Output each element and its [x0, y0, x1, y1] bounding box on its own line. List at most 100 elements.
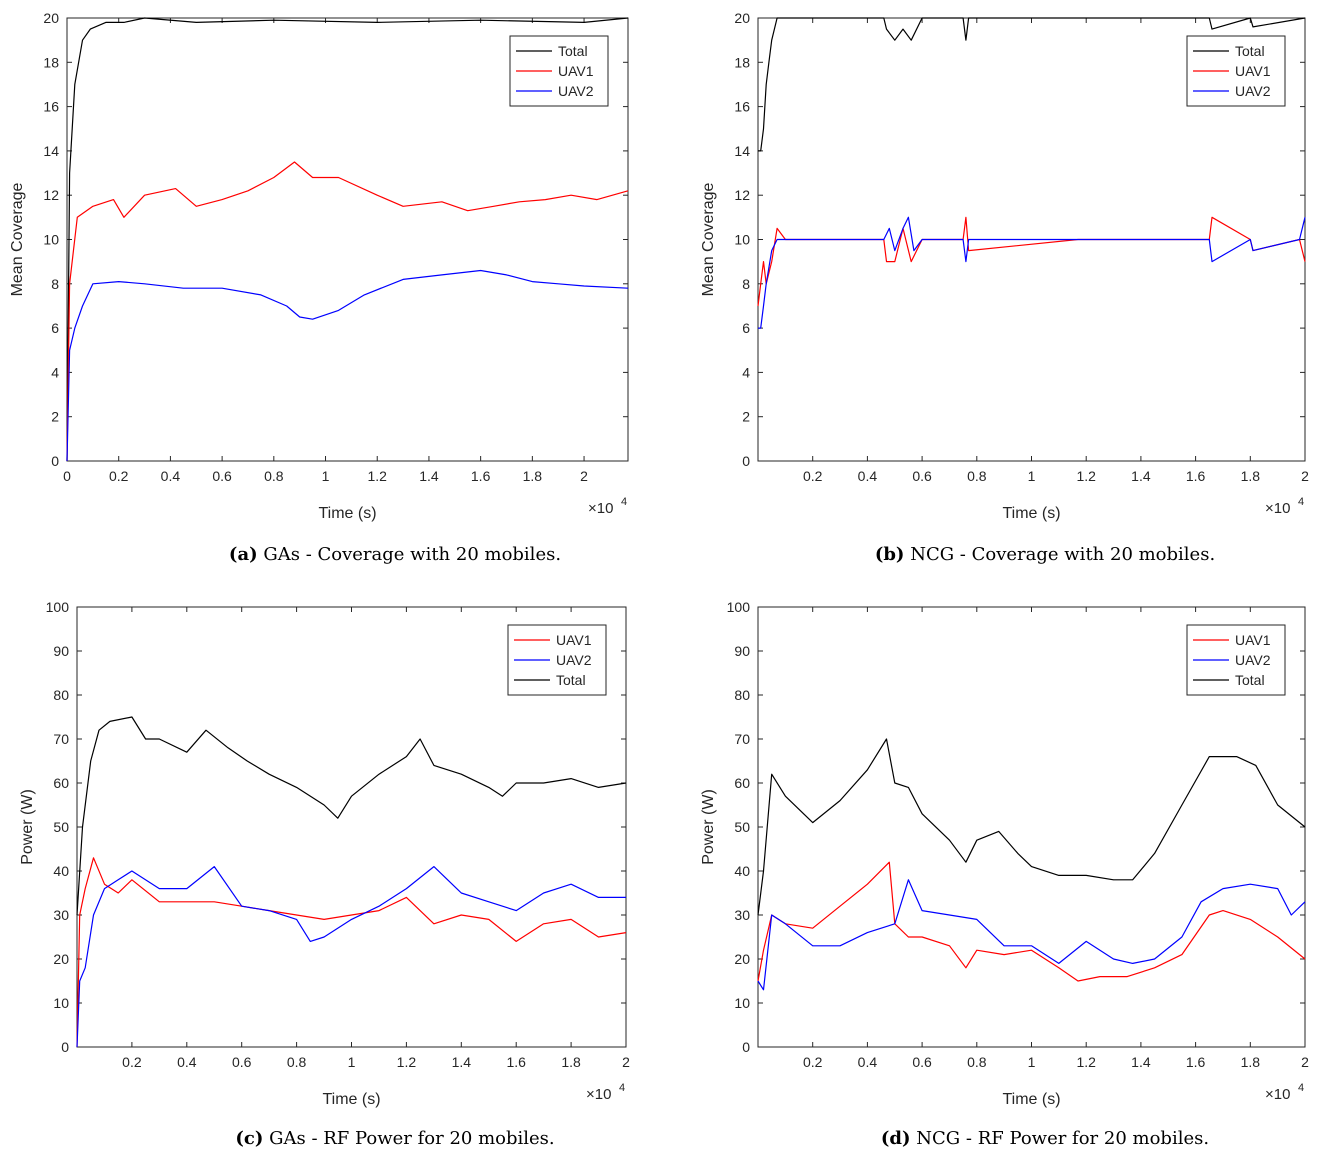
series-line-total: [76, 716, 627, 916]
x-tick-label: 1.6: [1186, 468, 1206, 484]
x-tick-label: 1.6: [506, 1054, 526, 1070]
x-tick-label: 1.4: [1131, 468, 1151, 484]
y-axis-label: Power (W): [19, 789, 36, 865]
y-tick-label: 18: [734, 54, 750, 70]
series-line-total: [757, 738, 1306, 916]
y-tick-label: 70: [734, 731, 750, 747]
y-tick-label: 60: [734, 775, 750, 791]
chart-b: 0.2 0.4 0.6 0.8 1 1.2 1.4 1.6 1.8 202468101214161…: [700, 10, 1309, 522]
x-tick-label: 2: [1301, 1054, 1309, 1070]
x-tick-label: 0.6: [212, 468, 232, 484]
x-tick-label: 1.2: [367, 468, 387, 484]
legend-label: UAV2: [558, 83, 594, 99]
legend-label: UAV1: [1235, 63, 1271, 79]
y-tick-label: 14: [43, 143, 59, 159]
x-tick-label: 0.2: [122, 1054, 142, 1070]
x-tick-label: 0.6: [912, 468, 932, 484]
y-tick-label: 70: [53, 731, 69, 747]
legend-label: UAV1: [1235, 632, 1271, 648]
series-line-uav1: [66, 161, 629, 462]
x-exponent-power: 4: [619, 1082, 625, 1094]
y-tick-label: 2: [51, 409, 59, 425]
legend-label: Total: [1235, 672, 1265, 688]
y-tick-label: 30: [734, 907, 750, 923]
legend-label: UAV2: [1235, 652, 1271, 668]
legend: Total UAV1 UAV2: [509, 35, 609, 107]
series-line-total: [66, 17, 629, 462]
y-tick-label: 30: [53, 907, 69, 923]
x-exponent-power: 4: [1298, 1082, 1304, 1094]
caption-a: (a) GAs - Coverage with 20 mobiles.: [228, 544, 562, 565]
y-axis-label: Mean Coverage: [9, 182, 26, 296]
y-axis-label: Mean Coverage: [700, 182, 717, 296]
legend-label: Total: [558, 43, 588, 59]
x-tick-label: 0.2: [803, 1054, 823, 1070]
x-tick-label: 0.2: [803, 468, 823, 484]
y-tick-label: 6: [742, 320, 750, 336]
caption-c: (c) GAs - RF Power for 20 mobiles.: [235, 1128, 555, 1149]
y-tick-label: 16: [43, 99, 59, 115]
x-tick-label: 0.4: [858, 1054, 878, 1070]
x-tick-label: 1.2: [1076, 468, 1096, 484]
x-tick-label: 0.8: [967, 468, 987, 484]
y-tick-label: 40: [734, 863, 750, 879]
series-line-total: [758, 17, 1306, 152]
x-tick-label: 0.2: [109, 468, 129, 484]
legend-label: Total: [556, 672, 586, 688]
x-tick-label: 1.2: [1076, 1054, 1096, 1070]
x-tick-label: 0.8: [287, 1054, 307, 1070]
series-line-uav2: [758, 216, 1306, 329]
x-exponent-label: ×10: [588, 500, 613, 517]
x-tick-label: 1.8: [523, 468, 543, 484]
x-axis-label: Time (s): [1002, 505, 1060, 522]
x-tick-label: 1.8: [1241, 1054, 1261, 1070]
y-tick-label: 90: [734, 643, 750, 659]
x-tick-label: 2: [580, 468, 588, 484]
x-tick-label: 0.8: [967, 1054, 987, 1070]
legend-label: Total: [1235, 43, 1265, 59]
x-exponent-power: 4: [1298, 496, 1304, 508]
y-tick-label: 10: [734, 232, 750, 248]
caption-d: (d) NCG - RF Power for 20 mobiles.: [880, 1128, 1210, 1149]
x-tick-label: 1.4: [1131, 1054, 1151, 1070]
y-tick-label: 10: [43, 232, 59, 248]
y-tick-label: 6: [51, 320, 59, 336]
x-tick-label: 0.4: [858, 468, 878, 484]
x-exponent-power: 4: [621, 496, 627, 508]
x-tick-label: 2: [622, 1054, 630, 1070]
y-tick-label: 16: [734, 99, 750, 115]
series-line-uav1: [757, 216, 1306, 307]
legend-label: UAV2: [1235, 83, 1271, 99]
y-tick-label: 20: [734, 951, 750, 967]
y-tick-label: 20: [53, 951, 69, 967]
x-exponent-label: ×10: [1265, 500, 1290, 517]
legend-label: UAV2: [556, 652, 592, 668]
series-line-uav2: [76, 865, 626, 1048]
series-line-uav1: [76, 857, 627, 1048]
x-axis-label: Time (s): [1002, 1091, 1060, 1108]
y-tick-label: 14: [734, 143, 750, 159]
y-tick-label: 4: [742, 364, 750, 380]
y-tick-label: 50: [734, 819, 750, 835]
x-tick-label: 0.8: [264, 468, 284, 484]
legend-label: UAV1: [556, 632, 592, 648]
y-tick-label: 20: [43, 10, 59, 26]
x-tick-label: 1.4: [452, 1054, 472, 1070]
y-tick-label: 80: [734, 687, 750, 703]
series-line-uav2: [757, 879, 1306, 991]
x-tick-label: 2: [1301, 468, 1309, 484]
y-tick-label: 12: [734, 187, 750, 203]
x-tick-label: 1: [322, 468, 330, 484]
x-tick-label: 1.8: [1241, 468, 1261, 484]
y-tick-label: 8: [742, 276, 750, 292]
y-tick-label: 0: [742, 453, 750, 469]
x-tick-label: 1.6: [471, 468, 491, 484]
y-tick-label: 12: [43, 187, 59, 203]
y-tick-label: 40: [53, 863, 69, 879]
y-tick-label: 100: [46, 599, 70, 615]
x-tick-label: 1.6: [1186, 1054, 1206, 1070]
chart-d: 0.2 0.4 0.6 0.8 1 1.2 1.4 1.6 1.8 201020304050607…: [700, 599, 1309, 1108]
legend-label: UAV1: [558, 63, 594, 79]
y-tick-label: 0: [742, 1039, 750, 1055]
legend: Total UAV1 UAV2: [1186, 35, 1286, 107]
